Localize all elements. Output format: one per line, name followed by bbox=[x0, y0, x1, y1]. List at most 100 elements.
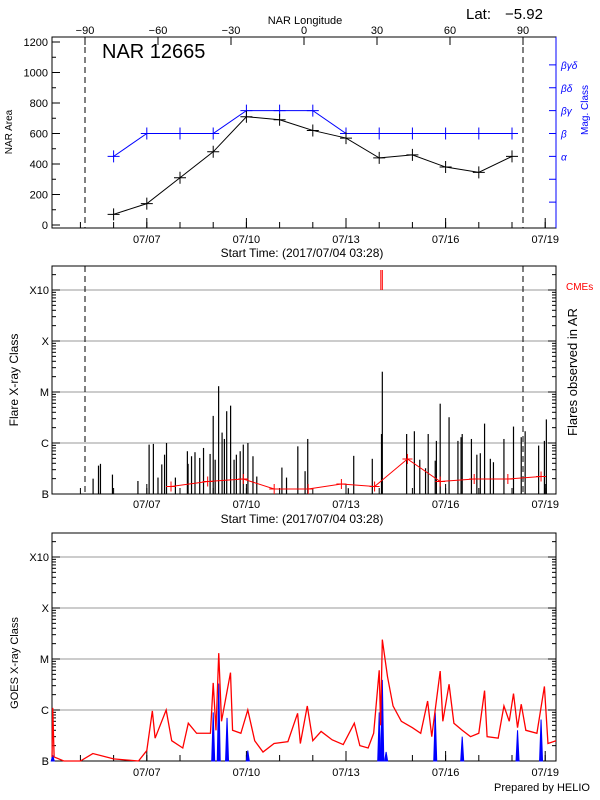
plot-frame bbox=[51, 36, 557, 229]
flare-count-point bbox=[536, 471, 547, 482]
mag-class-point bbox=[373, 127, 386, 140]
mag-class-point bbox=[439, 127, 452, 140]
flare-count-point bbox=[202, 476, 213, 487]
flare-count-point bbox=[336, 479, 347, 489]
x-tick-label: 07/07 bbox=[133, 499, 161, 511]
goes-short-spike bbox=[515, 730, 520, 762]
nar-area-point bbox=[174, 171, 187, 184]
y-tick-label: X10 bbox=[29, 285, 49, 297]
y-tick-label: 400 bbox=[30, 159, 48, 171]
x-tick-label: 07/19 bbox=[531, 499, 559, 511]
x-tick-label: 07/16 bbox=[432, 234, 460, 246]
nar-area-point bbox=[207, 145, 220, 158]
cme-label: CMEs bbox=[566, 282, 593, 293]
x-tick-label: 07/10 bbox=[233, 234, 261, 246]
nar-area-panel: NAR 12665 NAR Area Mag. Class Start Time… bbox=[4, 25, 591, 260]
longitude-tick-label: −60 bbox=[149, 25, 168, 37]
flare-count-point bbox=[166, 481, 177, 492]
y-tick-label: 800 bbox=[30, 98, 48, 110]
goes-short-spike bbox=[245, 750, 250, 762]
x-tick-label: 07/13 bbox=[332, 499, 360, 511]
goes-short-spike bbox=[216, 683, 221, 762]
flare-panel: Flare X-ray Class Flares observed in AR … bbox=[7, 265, 593, 526]
longitude-tick-label: −90 bbox=[76, 25, 95, 37]
x-tick-label: 07/19 bbox=[531, 767, 559, 779]
goes-short-spike bbox=[50, 755, 55, 762]
nar-area-point bbox=[439, 161, 452, 174]
x-axis-label: Start Time: (2017/07/04 03:28) bbox=[221, 246, 384, 260]
mag-class-point bbox=[207, 127, 220, 140]
plot-frame bbox=[51, 532, 557, 762]
goes-short-spike bbox=[539, 719, 544, 762]
mag-class-point bbox=[472, 127, 485, 140]
y-tick-label: M bbox=[40, 387, 49, 399]
nar-area-point bbox=[406, 148, 419, 161]
x-tick-label: 07/13 bbox=[332, 767, 360, 779]
y2-axis-label: Flares observed in AR bbox=[565, 308, 580, 436]
y-axis-label: NAR Area bbox=[4, 109, 15, 154]
mag-class-point bbox=[506, 127, 519, 140]
flare-count-point bbox=[402, 454, 413, 464]
mag-class-point bbox=[107, 150, 120, 163]
flare-count-point bbox=[469, 474, 480, 484]
longitude-tick-label: 90 bbox=[517, 25, 529, 37]
y-axis-label: GOES X-ray Class bbox=[9, 617, 21, 709]
nar-area-point bbox=[506, 150, 519, 163]
x-tick-label: 07/16 bbox=[432, 767, 460, 779]
goes-short-spike bbox=[384, 751, 389, 762]
goes-short-spike bbox=[380, 679, 385, 762]
lat-value: −5.92 bbox=[505, 6, 543, 23]
mag-class-tick-label: α bbox=[561, 152, 567, 163]
x-tick-label: 07/10 bbox=[233, 499, 261, 511]
y-tick-label: 200 bbox=[30, 190, 48, 202]
goes-short-spike bbox=[225, 717, 230, 762]
y-tick-label: 1000 bbox=[24, 68, 48, 80]
y-tick-label: X bbox=[42, 336, 50, 348]
y-tick-label: 600 bbox=[30, 129, 48, 141]
mag-class-tick-label: βδ bbox=[560, 84, 573, 95]
goes-short-spike bbox=[433, 712, 438, 762]
y-tick-label: C bbox=[41, 705, 49, 717]
y-tick-label: B bbox=[42, 489, 49, 501]
longitude-tick-label: −30 bbox=[222, 25, 241, 37]
x-tick-label: 07/07 bbox=[133, 234, 161, 246]
lat-label: Lat: bbox=[466, 6, 491, 23]
y-axis-label: Flare X-ray Class bbox=[7, 334, 21, 427]
y-tick-label: X bbox=[42, 603, 50, 615]
goes-long-line bbox=[51, 639, 557, 762]
goes-short-spike bbox=[377, 712, 382, 762]
plot-frame bbox=[51, 265, 557, 495]
flare-count-point bbox=[238, 474, 249, 484]
longitude-tick-label: 60 bbox=[444, 25, 456, 37]
region-title: NAR 12665 bbox=[102, 41, 205, 63]
y-tick-label: 1200 bbox=[24, 37, 48, 49]
goes-short-spike bbox=[211, 712, 216, 762]
nar-area-point bbox=[140, 197, 153, 210]
x-axis-label: Start Time: (2017/07/04 03:28) bbox=[221, 512, 384, 526]
y-tick-label: B bbox=[42, 756, 49, 768]
flare-count-point bbox=[502, 474, 513, 484]
x-tick-label: 07/19 bbox=[531, 234, 559, 246]
x-tick-label: 07/16 bbox=[432, 499, 460, 511]
mag-class-point bbox=[140, 127, 153, 140]
mag-class-point bbox=[174, 127, 187, 140]
goes-short-spike bbox=[460, 736, 465, 762]
y2-axis-label: Mag. Class bbox=[580, 85, 591, 135]
mag-class-tick-label: β bbox=[560, 130, 567, 141]
top-axis-title: NAR Longitude bbox=[268, 15, 343, 27]
y-tick-label: 0 bbox=[42, 220, 48, 232]
y-tick-label: C bbox=[41, 438, 49, 450]
nar-area-point bbox=[472, 166, 485, 179]
mag-class-tick-label: βγδ bbox=[560, 61, 578, 72]
goes-panel: GOES X-ray Class B C M X X10 07/07 07/10 07/13 0… bbox=[9, 532, 559, 779]
flare-count-point bbox=[303, 484, 314, 494]
x-tick-label: 07/07 bbox=[133, 767, 161, 779]
mag-class-point bbox=[406, 127, 419, 140]
x-tick-label: 07/13 bbox=[332, 234, 360, 246]
mag-class-tick-label: βγ bbox=[560, 107, 573, 118]
flare-count-point bbox=[269, 484, 280, 494]
flare-count-point bbox=[369, 481, 380, 492]
y-tick-label: X10 bbox=[29, 552, 49, 564]
nar-area-point bbox=[340, 132, 353, 145]
